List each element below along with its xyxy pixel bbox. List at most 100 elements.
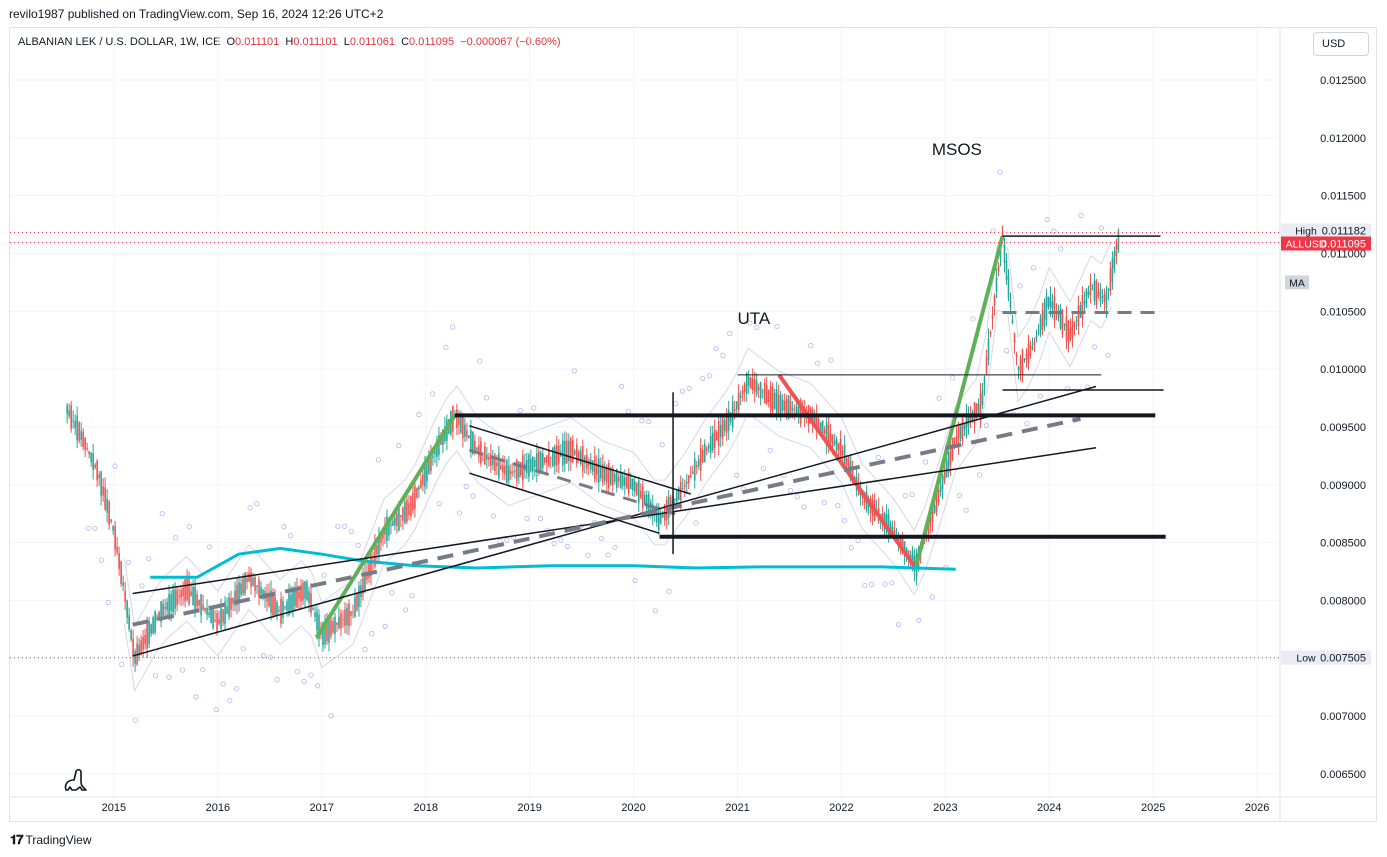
candle-body [637, 480, 640, 504]
candle-body [761, 391, 764, 393]
candle-body [124, 591, 126, 602]
y-axis[interactable]: 0.012500 0.012000 0.011500 0.011000 0.010500… [1279, 27, 1366, 822]
candle-body [609, 468, 612, 485]
outlier-dot [754, 324, 760, 331]
candle-body [102, 486, 104, 496]
outlier-dot [402, 607, 409, 613]
annotation-msos: MSOS [932, 140, 982, 159]
candle-body [617, 476, 620, 482]
candle-body [955, 436, 958, 439]
candle-body [216, 613, 218, 633]
candle-body [370, 554, 372, 577]
outlier-dot [274, 677, 280, 683]
outlier-dot [564, 543, 571, 550]
candle-body [218, 619, 220, 625]
candle-body [398, 505, 400, 531]
candle-body [657, 506, 660, 530]
candle-body [953, 437, 956, 448]
y-tick-label: 0.012500 [1320, 75, 1366, 87]
outlier-dot [179, 667, 186, 673]
outlier-dot [706, 373, 713, 379]
candle-body [957, 423, 960, 446]
x-tick-label: 2016 [206, 802, 230, 814]
candle-body [236, 584, 238, 606]
candle-body [829, 433, 832, 443]
outlier-dot [409, 593, 415, 599]
outlier-dot [1091, 344, 1098, 350]
currency-button[interactable]: USD [1313, 32, 1369, 56]
candle-body [396, 513, 398, 526]
candle-body [1065, 316, 1068, 341]
outlier-dot [362, 646, 368, 653]
candle-body [94, 464, 96, 468]
candle-body [903, 541, 906, 555]
candle-body [260, 586, 262, 595]
annotations: UTA MSOS [737, 140, 981, 328]
candle-body [951, 438, 954, 461]
tradingview-watermark[interactable]: 𝟏𝟕 TradingView [10, 832, 92, 848]
candle-body [753, 379, 756, 393]
series-layer [66, 225, 1120, 693]
candle-body [256, 585, 258, 587]
candle-body [813, 416, 816, 424]
candle-body [689, 474, 692, 478]
candle-body [887, 514, 890, 537]
candle-body [298, 591, 300, 599]
low-label: L [343, 36, 350, 48]
candle-body [969, 416, 972, 422]
x-axis[interactable]: 2015 2016 2017 2018 2019 2020 2021 2022 2023 2024… [10, 796, 1376, 814]
outlier-dot [85, 525, 91, 531]
candle-body [436, 440, 438, 457]
candle-body [82, 431, 84, 448]
candle-body [949, 446, 952, 466]
candle-body [468, 435, 470, 439]
candle-body [991, 314, 994, 320]
candle-body [88, 451, 90, 455]
candle-body [601, 464, 604, 483]
outlier-dot [659, 442, 665, 448]
candle-body [931, 508, 934, 522]
candle-body [611, 468, 614, 486]
candle-body [534, 460, 536, 467]
candle-body [84, 438, 86, 450]
grid-lines [10, 28, 1278, 797]
candle-body [719, 424, 722, 437]
close-label: C [401, 36, 410, 48]
candle-body [791, 407, 794, 410]
outlier-dot [1031, 265, 1037, 271]
candle-body [1017, 367, 1020, 370]
candle-body [777, 394, 780, 413]
candle-body [550, 457, 552, 459]
candle-body [645, 495, 648, 510]
outlier-dot [1024, 420, 1030, 427]
candle-body [226, 606, 228, 614]
dino-icon[interactable] [64, 768, 87, 791]
outlier-dot [909, 491, 915, 498]
candle-body [314, 612, 316, 618]
outlier-dot [504, 537, 510, 543]
outlier-dot [990, 228, 996, 234]
envelope-upper [123, 241, 1113, 628]
candle-body [424, 463, 426, 487]
outlier-dot [936, 395, 942, 401]
low-value: 0.011061 [349, 36, 395, 48]
candle-body [1057, 313, 1060, 318]
candle-body [817, 419, 820, 431]
candle-body [717, 421, 720, 447]
candle-body [422, 474, 424, 485]
candle-body [787, 395, 790, 420]
candle-body [1075, 319, 1078, 321]
candle-body [308, 591, 310, 604]
candle-body [901, 537, 904, 553]
outlier-dot [875, 454, 881, 460]
outlier-dot [429, 391, 436, 397]
outlier-dot [456, 510, 463, 516]
candle-body [220, 608, 222, 630]
outlier-dot [139, 583, 145, 589]
high-value: 0.011101 [293, 36, 338, 48]
outlier-dot [733, 472, 740, 478]
candle-body [162, 603, 164, 616]
candle-body [458, 418, 460, 426]
open-value: 0.011101 [235, 36, 280, 48]
